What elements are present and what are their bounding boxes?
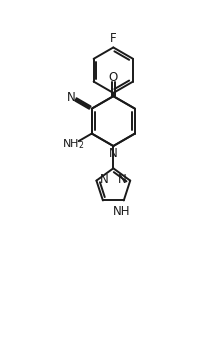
Text: NH$_2$: NH$_2$ xyxy=(62,137,85,151)
Text: NH: NH xyxy=(112,205,130,218)
Text: F: F xyxy=(110,32,117,45)
Text: N: N xyxy=(100,173,109,186)
Text: N: N xyxy=(109,147,118,160)
Text: O: O xyxy=(109,71,118,84)
Text: N: N xyxy=(67,91,76,104)
Text: N: N xyxy=(118,173,126,186)
